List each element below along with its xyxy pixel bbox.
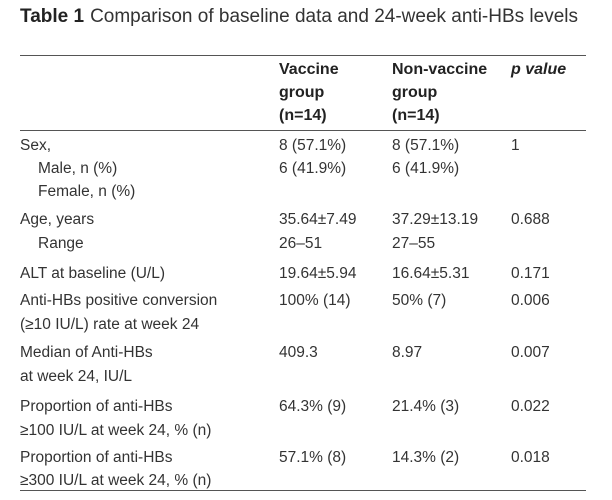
- header-vaccine-line2: group: [279, 84, 325, 101]
- header-p-value: p value: [511, 58, 566, 81]
- row-prop300-label-2: ≥300 IU/L at week 24, % (n): [20, 472, 212, 489]
- header-vaccine-line3: (n=14): [279, 107, 327, 124]
- row-prop300-label-1: Proportion of anti-HBs: [20, 449, 173, 466]
- header-rule: [20, 130, 586, 131]
- cell-age-p: 0.688: [511, 211, 550, 228]
- cell-sex-p: 1: [511, 137, 520, 154]
- cell-sex-vaccine-1: 8 (57.1%): [279, 137, 347, 154]
- table-caption: Table 1 Comparison of baseline data and 2…: [20, 4, 600, 29]
- row-sex-female-label: Female, n (%): [38, 183, 136, 200]
- cell-age-nonvaccine-range: 27–55: [392, 235, 436, 252]
- cell-median-nonvaccine: 8.97: [392, 344, 423, 361]
- header-nonvaccine-line1: Non-vaccine: [392, 61, 488, 78]
- cell-prop300-vaccine: 57.1% (8): [279, 449, 347, 466]
- cell-prop100-vaccine: 64.3% (9): [279, 398, 347, 415]
- row-median-label-1: Median of Anti-HBs: [20, 344, 153, 361]
- header-nonvaccine: Non-vaccine group (n=14): [392, 58, 487, 127]
- cell-alt-nonvaccine: 16.64±5.31: [392, 265, 470, 282]
- cell-prop100-p: 0.022: [511, 398, 550, 415]
- row-median-label-2: at week 24, IU/L: [20, 368, 133, 385]
- row-conversion-label-2: (≥10 IU/L) rate at week 24: [20, 316, 200, 333]
- header-nonvaccine-line2: group: [392, 84, 438, 101]
- cell-sex-nonvaccine-1: 8 (57.1%): [392, 137, 460, 154]
- header-vaccine: Vaccine group (n=14): [279, 58, 339, 127]
- top-rule: [20, 55, 586, 56]
- cell-conversion-nonvaccine: 50% (7): [392, 292, 447, 309]
- cell-median-p: 0.007: [511, 344, 550, 361]
- cell-alt-vaccine: 19.64±5.94: [279, 265, 357, 282]
- row-age-range-label: Range: [38, 235, 84, 252]
- cell-conversion-vaccine: 100% (14): [279, 292, 351, 309]
- header-vaccine-line1: Vaccine: [279, 61, 339, 78]
- cell-alt-p: 0.171: [511, 265, 550, 282]
- cell-median-vaccine: 409.3: [279, 344, 318, 361]
- cell-age-vaccine-mean: 35.64±7.49: [279, 211, 357, 228]
- cell-prop300-nonvaccine: 14.3% (2): [392, 449, 460, 466]
- row-sex-male-label: Male, n (%): [38, 160, 118, 177]
- row-age-label: Age, years: [20, 211, 95, 228]
- header-p-value-text: p value: [511, 61, 567, 78]
- cell-sex-nonvaccine-2: 6 (41.9%): [392, 160, 460, 177]
- table-caption-label: Table 1: [20, 6, 85, 27]
- bottom-rule: [20, 490, 586, 491]
- row-alt-label: ALT at baseline (U/L): [20, 265, 166, 282]
- table-caption-text: Comparison of baseline data and 24-week …: [90, 6, 578, 27]
- row-prop100-label-1: Proportion of anti-HBs: [20, 398, 173, 415]
- cell-age-nonvaccine-mean: 37.29±13.19: [392, 211, 479, 228]
- row-prop100-label-2: ≥100 IU/L at week 24, % (n): [20, 422, 212, 439]
- cell-sex-vaccine-2: 6 (41.9%): [279, 160, 347, 177]
- cell-prop300-p: 0.018: [511, 449, 550, 466]
- row-sex-label: Sex,: [20, 137, 52, 154]
- row-conversion-label-1: Anti-HBs positive conversion: [20, 292, 218, 309]
- cell-prop100-nonvaccine: 21.4% (3): [392, 398, 460, 415]
- cell-conversion-p: 0.006: [511, 292, 550, 309]
- cell-age-vaccine-range: 26–51: [279, 235, 323, 252]
- header-nonvaccine-line3: (n=14): [392, 107, 440, 124]
